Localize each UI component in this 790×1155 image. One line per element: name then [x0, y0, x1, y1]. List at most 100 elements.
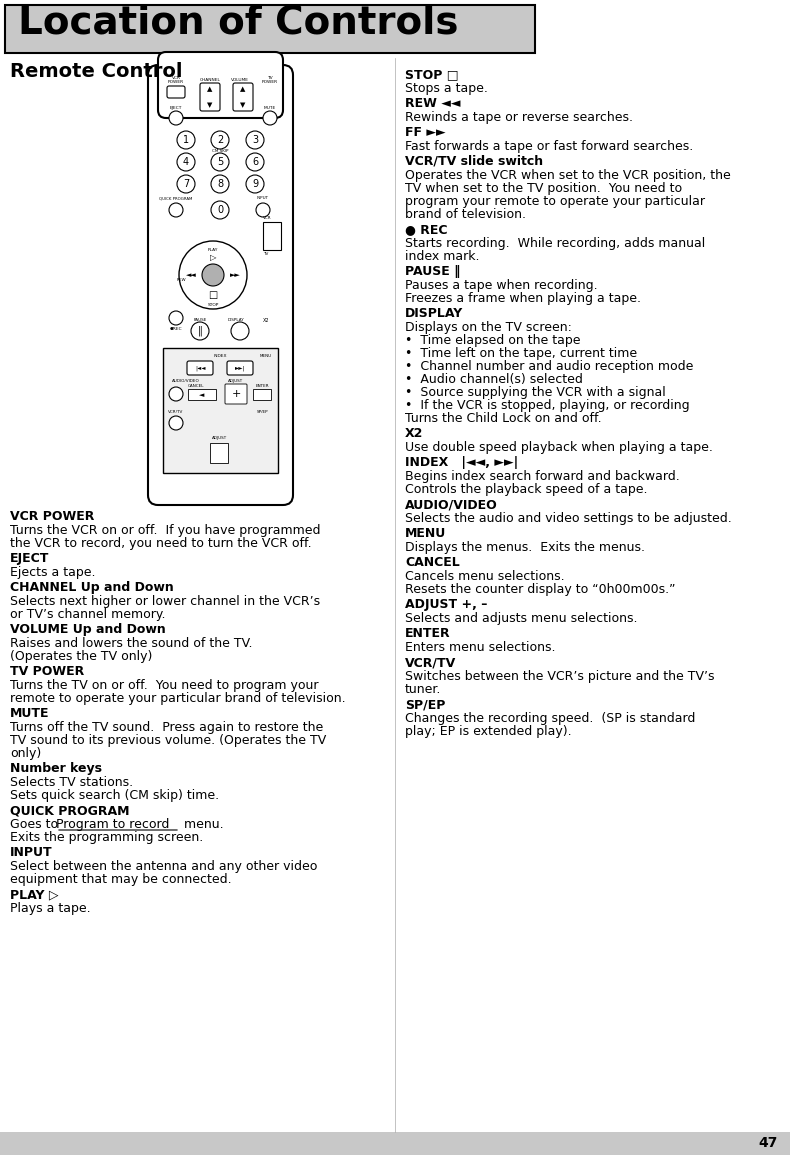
Text: Selects next higher or lower channel in the VCR’s: Selects next higher or lower channel in … [10, 595, 320, 608]
Text: Rewinds a tape or reverse searches.: Rewinds a tape or reverse searches. [405, 111, 633, 124]
Bar [263, 222, 281, 249]
Text: Raises and lowers the sound of the TV.: Raises and lowers the sound of the TV. [10, 638, 253, 650]
Text: or TV’s channel memory.: or TV’s channel memory. [10, 608, 165, 621]
FancyBboxPatch shape [187, 362, 213, 375]
Text: CANCEL: CANCEL [405, 556, 460, 569]
Text: remote to operate your particular brand of television.: remote to operate your particular brand … [10, 692, 346, 705]
Text: Location of Controls: Location of Controls [18, 3, 458, 42]
Text: Goes to: Goes to [10, 818, 62, 830]
Text: SP/EP: SP/EP [405, 698, 446, 711]
Text: CHANNEL Up and Down: CHANNEL Up and Down [10, 581, 174, 594]
Text: 0: 0 [217, 204, 223, 215]
Text: INDEX   |◄◄, ►►|: INDEX |◄◄, ►►| [405, 456, 518, 469]
Text: CHANNEL: CHANNEL [200, 79, 220, 82]
Bar [0, 1132, 790, 1155]
Text: ●REC: ●REC [170, 327, 182, 331]
Text: EJECT: EJECT [10, 552, 49, 565]
Text: 9: 9 [252, 179, 258, 189]
Circle shape [246, 176, 264, 193]
Text: VOLUME: VOLUME [231, 79, 249, 82]
FancyBboxPatch shape [148, 65, 293, 505]
Text: (Operates the TV only): (Operates the TV only) [10, 650, 152, 663]
Text: play; EP is extended play).: play; EP is extended play). [405, 725, 572, 738]
Text: 47: 47 [758, 1137, 778, 1150]
Text: Changes the recording speed.  (SP is standard: Changes the recording speed. (SP is stan… [405, 711, 695, 725]
Text: VCR
POWER: VCR POWER [168, 76, 184, 84]
Text: MENU: MENU [405, 527, 446, 541]
Circle shape [211, 131, 229, 149]
Circle shape [202, 264, 224, 286]
Circle shape [246, 131, 264, 149]
Text: Number keys: Number keys [10, 762, 102, 775]
Circle shape [169, 111, 183, 125]
Circle shape [179, 241, 247, 310]
Text: CANCEL: CANCEL [188, 383, 205, 388]
Text: Turns off the TV sound.  Press again to restore the: Turns off the TV sound. Press again to r… [10, 721, 323, 733]
Text: CM SKIP: CM SKIP [212, 149, 228, 152]
Text: VCR/TV: VCR/TV [168, 410, 184, 413]
Text: ►►: ►► [230, 271, 240, 278]
Circle shape [211, 201, 229, 219]
Text: tuner.: tuner. [405, 683, 442, 696]
Circle shape [177, 152, 195, 171]
Text: ADJUST: ADJUST [228, 379, 243, 383]
FancyBboxPatch shape [200, 83, 220, 111]
Text: •  Time elapsed on the tape: • Time elapsed on the tape [405, 334, 581, 346]
Text: PAUSE ‖: PAUSE ‖ [405, 264, 461, 278]
Text: MENU: MENU [260, 353, 272, 358]
Text: EJECT: EJECT [170, 106, 182, 110]
Text: TV when set to the TV position.  You need to: TV when set to the TV position. You need… [405, 182, 682, 195]
Text: AUDIO/VIDEO: AUDIO/VIDEO [172, 379, 200, 383]
Text: 5: 5 [217, 157, 223, 167]
Bar [163, 348, 278, 474]
Text: 6: 6 [252, 157, 258, 167]
Text: X2: X2 [263, 318, 269, 322]
Text: Begins index search forward and backward.: Begins index search forward and backward… [405, 470, 679, 483]
Text: INPUT: INPUT [10, 845, 53, 859]
Text: ‖: ‖ [198, 326, 202, 336]
Text: Selects TV stations.: Selects TV stations. [10, 776, 134, 789]
Text: INDEX: INDEX [213, 353, 227, 358]
Text: +: + [231, 389, 241, 398]
Text: FF ►►: FF ►► [405, 126, 446, 139]
Circle shape [177, 176, 195, 193]
FancyBboxPatch shape [158, 52, 283, 118]
Circle shape [169, 416, 183, 430]
Text: 7: 7 [182, 179, 189, 189]
Circle shape [263, 111, 277, 125]
Text: QUICK PROGRAM: QUICK PROGRAM [10, 804, 130, 817]
Text: MUTE: MUTE [10, 707, 50, 720]
Text: Program to record: Program to record [56, 818, 169, 830]
Text: STOP: STOP [207, 303, 219, 307]
Text: Enters menu selections.: Enters menu selections. [405, 641, 555, 654]
Text: INPUT: INPUT [257, 196, 269, 200]
Text: ▲: ▲ [240, 85, 246, 92]
Text: •  Channel number and audio reception mode: • Channel number and audio reception mod… [405, 360, 694, 373]
Text: 3: 3 [252, 135, 258, 146]
Text: brand of television.: brand of television. [405, 208, 526, 221]
Text: VCR/TV: VCR/TV [405, 656, 457, 669]
Circle shape [169, 387, 183, 401]
Text: Operates the VCR when set to the VCR position, the: Operates the VCR when set to the VCR pos… [405, 169, 731, 182]
Text: ▷: ▷ [210, 253, 216, 262]
Text: |◄◄: |◄◄ [195, 365, 205, 371]
FancyBboxPatch shape [167, 85, 185, 98]
Text: Freezes a frame when playing a tape.: Freezes a frame when playing a tape. [405, 292, 641, 305]
FancyBboxPatch shape [5, 5, 535, 53]
Text: Turns the VCR on or off.  If you have programmed: Turns the VCR on or off. If you have pro… [10, 524, 321, 537]
Text: Sets quick search (CM skip) time.: Sets quick search (CM skip) time. [10, 789, 219, 802]
Text: Use double speed playback when playing a tape.: Use double speed playback when playing a… [405, 441, 713, 454]
Text: REW ◄◄: REW ◄◄ [405, 97, 461, 110]
Text: Selects and adjusts menu selections.: Selects and adjusts menu selections. [405, 612, 638, 625]
Text: ▼: ▼ [207, 102, 213, 109]
Text: Cancels menu selections.: Cancels menu selections. [405, 571, 565, 583]
Text: □: □ [209, 290, 217, 300]
Text: ◄◄: ◄◄ [186, 271, 197, 278]
Text: AUDIO/VIDEO: AUDIO/VIDEO [405, 498, 498, 511]
Text: Fast forwards a tape or fast forward searches.: Fast forwards a tape or fast forward sea… [405, 140, 694, 152]
Text: ADJUST +, –: ADJUST +, – [405, 598, 487, 611]
Text: equipment that may be connected.: equipment that may be connected. [10, 873, 231, 886]
Text: ▲: ▲ [207, 85, 213, 92]
Text: MUTE: MUTE [264, 106, 276, 110]
Text: Plays a tape.: Plays a tape. [10, 902, 91, 915]
